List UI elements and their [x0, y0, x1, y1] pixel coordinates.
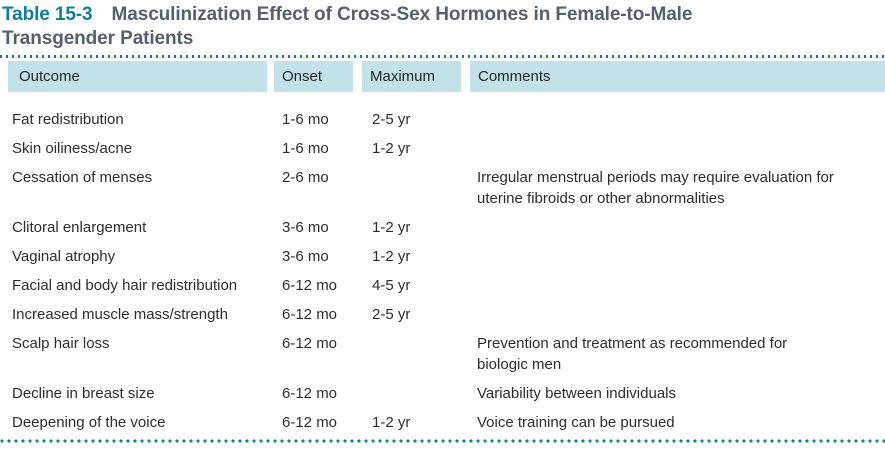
table-heading-line2: Transgender Patients: [2, 28, 194, 49]
table-row: Clitoral enlargement 3-6 mo 1-2 yr: [12, 213, 885, 242]
cell-outcome: Skin oiliness/acne: [12, 140, 133, 157]
cell-outcome: Decline in breast size: [12, 385, 155, 402]
cell-onset: 3-6 mo: [282, 248, 329, 265]
table-row: Facial and body hair redistribution 6-12…: [12, 271, 885, 300]
cell-maximum: 1-2 yr: [372, 248, 411, 265]
cell-maximum: 2-5 yr: [372, 111, 411, 128]
table-row: Increased muscle mass/strength 6-12 mo 2…: [12, 300, 885, 329]
cell-maximum: 2-5 yr: [372, 306, 411, 323]
cell-outcome: Clitoral enlargement: [12, 219, 147, 236]
cell-outcome: Fat redistribution: [12, 111, 124, 128]
dotted-divider-bottom: [0, 439, 885, 443]
cell-outcome: Facial and body hair redistribution: [12, 277, 238, 294]
table-row: Scalp hair loss 6-12 mo Prevention and t…: [12, 329, 885, 379]
header-cell-comments: Comments: [470, 61, 885, 92]
table-row: Vaginal atrophy 3-6 mo 1-2 yr: [12, 242, 885, 271]
cell-maximum: 1-2 yr: [372, 140, 411, 157]
cell-outcome: Cessation of menses: [12, 169, 153, 186]
cell-comments: Irregular menstrual periods may require …: [477, 169, 834, 207]
cell-comments: Variability between individuals: [477, 385, 676, 402]
cell-comments: Voice training can be pursued: [477, 414, 675, 431]
cell-onset: 6-12 mo: [282, 277, 338, 294]
cell-maximum: 1-2 yr: [372, 414, 411, 431]
cell-onset: 6-12 mo: [282, 414, 338, 431]
cell-onset: 2-6 mo: [282, 169, 329, 186]
header-cell-onset: Onset: [274, 61, 353, 92]
cell-onset: 6-12 mo: [282, 306, 338, 323]
header-cell-maximum: Maximum: [362, 61, 461, 92]
table-row: Deepening of the voice 6-12 mo 1-2 yr Vo…: [12, 408, 885, 437]
table-row: Skin oiliness/acne 1-6 mo 1-2 yr: [12, 134, 885, 163]
table-number-label: Table 15-3: [2, 4, 93, 25]
table-body: Fat redistribution 1-6 mo 2-5 yr Skin oi…: [0, 92, 885, 437]
cell-onset: 6-12 mo: [282, 385, 338, 402]
cell-outcome: Increased muscle mass/strength: [12, 306, 228, 323]
table-row: Cessation of menses 2-6 mo Irregular men…: [12, 163, 885, 213]
cell-onset: 1-6 mo: [282, 111, 329, 128]
header-cell-outcome: Outcome: [8, 61, 267, 92]
cell-outcome: Deepening of the voice: [12, 414, 166, 431]
cell-onset: 6-12 mo: [282, 335, 338, 352]
cell-outcome: Scalp hair loss: [12, 335, 110, 352]
cell-maximum: 4-5 yr: [372, 277, 411, 294]
cell-onset: 3-6 mo: [282, 219, 329, 236]
cell-comments: Prevention and treatment as recommended …: [477, 335, 788, 373]
dotted-divider-top: [0, 55, 885, 58]
table-header-row: Outcome Onset Maximum Comments: [0, 61, 885, 92]
table-row: Decline in breast size 6-12 mo Variabili…: [12, 379, 885, 408]
table-row: Fat redistribution 1-6 mo 2-5 yr: [12, 105, 885, 134]
cell-maximum: 1-2 yr: [372, 219, 411, 236]
table-heading-line1: Masculinization Effect of Cross-Sex Horm…: [111, 4, 693, 25]
page-title: Table 15-3 Masculinization Effect of Cros…: [0, 0, 885, 51]
cell-outcome: Vaginal atrophy: [12, 248, 116, 265]
cell-onset: 1-6 mo: [282, 140, 329, 157]
